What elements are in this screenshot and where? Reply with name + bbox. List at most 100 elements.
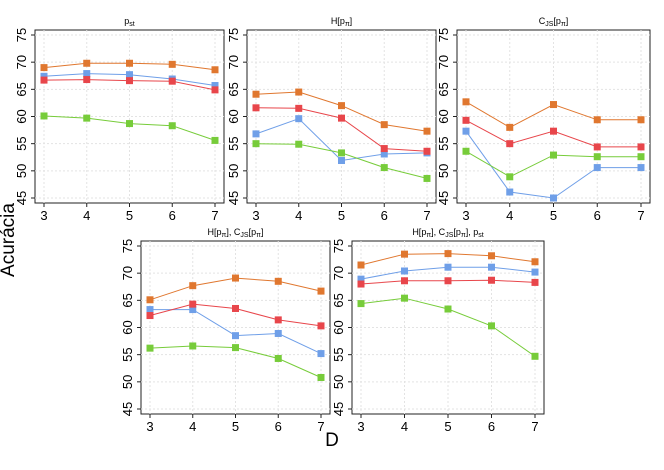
data-point bbox=[83, 76, 91, 84]
data-point bbox=[252, 90, 260, 98]
y-tick-label: 65 bbox=[14, 82, 29, 96]
data-point bbox=[593, 164, 601, 172]
panel-title-part: [p bbox=[249, 227, 257, 237]
y-tick-label: 50 bbox=[14, 164, 29, 178]
data-point bbox=[83, 59, 91, 67]
y-tick-label: 50 bbox=[331, 375, 346, 389]
data-point bbox=[317, 350, 325, 358]
y-tick-label: 45 bbox=[436, 191, 451, 205]
panel-title-subscript: JS bbox=[240, 232, 249, 239]
data-point bbox=[401, 250, 408, 258]
series-4 bbox=[357, 294, 539, 360]
y-tick-label: 55 bbox=[226, 136, 241, 150]
data-point bbox=[146, 344, 154, 352]
data-point bbox=[146, 306, 154, 314]
data-point bbox=[232, 332, 239, 340]
data-point bbox=[40, 76, 48, 84]
series-3 bbox=[40, 76, 219, 94]
panel-title: H[pπ], CJS[pπ], pst bbox=[412, 227, 483, 239]
y-tick-label: 75 bbox=[120, 239, 135, 253]
data-point bbox=[252, 140, 260, 148]
y-tick-label: 75 bbox=[436, 28, 451, 42]
x-tick-label: 5 bbox=[444, 419, 451, 434]
panel-title-part: ] bbox=[350, 16, 353, 26]
series-2 bbox=[146, 306, 325, 358]
panel-title-subscript: π bbox=[222, 232, 227, 239]
series-2 bbox=[357, 263, 539, 283]
data-point bbox=[462, 116, 470, 124]
y-tick-label: 50 bbox=[120, 375, 135, 389]
y-tick-label: 50 bbox=[226, 164, 241, 178]
data-point bbox=[423, 174, 431, 182]
y-tick-label: 60 bbox=[331, 320, 346, 334]
x-tick-label: 7 bbox=[423, 208, 430, 223]
panel-title-subscript: π bbox=[461, 232, 466, 239]
data-point bbox=[295, 88, 303, 96]
x-tick-label: 3 bbox=[146, 419, 153, 434]
data-point bbox=[189, 306, 197, 314]
data-point bbox=[252, 104, 260, 112]
panel-title-subscript: π bbox=[426, 232, 431, 239]
x-tick-label: 3 bbox=[40, 208, 47, 223]
series-1 bbox=[357, 250, 539, 269]
x-tick-label: 6 bbox=[594, 208, 601, 223]
panel-title-part: ], p bbox=[466, 227, 479, 237]
panel-title-part: ] bbox=[261, 227, 264, 237]
panel-title-subscript: JS bbox=[445, 232, 454, 239]
panel-title-subscript: st bbox=[478, 232, 484, 239]
series-3 bbox=[252, 104, 431, 155]
y-tick-label: 75 bbox=[226, 28, 241, 42]
data-point bbox=[637, 143, 645, 151]
data-point bbox=[211, 86, 219, 94]
panel-title-part: H[p bbox=[412, 227, 426, 237]
data-point bbox=[550, 194, 557, 202]
data-point bbox=[444, 263, 452, 271]
data-point bbox=[232, 344, 239, 352]
data-point bbox=[252, 130, 260, 138]
series-1 bbox=[462, 98, 645, 131]
data-point bbox=[488, 263, 495, 271]
y-tick-label: 65 bbox=[120, 293, 135, 307]
data-point bbox=[357, 300, 365, 308]
data-point bbox=[401, 294, 408, 302]
y-tick-label: 65 bbox=[436, 82, 451, 96]
data-point bbox=[189, 300, 197, 308]
y-tick-label: 60 bbox=[120, 320, 135, 334]
data-point bbox=[274, 329, 282, 337]
data-point bbox=[506, 123, 514, 131]
data-point bbox=[338, 157, 345, 165]
x-tick-label: 6 bbox=[488, 419, 495, 434]
data-point bbox=[637, 164, 645, 172]
data-point bbox=[189, 282, 197, 290]
panel-title-part: [p bbox=[553, 16, 561, 26]
x-tick-label: 5 bbox=[126, 208, 133, 223]
data-point bbox=[40, 64, 48, 72]
panel-title-part: H[p bbox=[331, 16, 345, 26]
y-tick-label: 65 bbox=[331, 293, 346, 307]
data-point bbox=[295, 104, 303, 112]
data-point bbox=[40, 112, 48, 120]
data-point bbox=[168, 122, 176, 130]
y-tick-label: 75 bbox=[14, 28, 29, 42]
data-point bbox=[338, 149, 345, 157]
series-3 bbox=[146, 300, 325, 330]
panel-title-subscript: π bbox=[561, 21, 566, 28]
y-axis-label: Acurácia bbox=[0, 203, 19, 277]
x-tick-label: 3 bbox=[462, 208, 469, 223]
data-point bbox=[83, 114, 91, 122]
data-point bbox=[317, 373, 325, 381]
panel-title: pst bbox=[124, 16, 135, 28]
data-point bbox=[593, 143, 601, 151]
y-tick-label: 60 bbox=[14, 109, 29, 123]
y-tick-label: 45 bbox=[226, 191, 241, 205]
data-point bbox=[593, 116, 601, 124]
y-tick-label: 55 bbox=[120, 347, 135, 361]
data-point bbox=[211, 136, 219, 144]
data-point bbox=[401, 267, 408, 275]
y-tick-label: 60 bbox=[436, 109, 451, 123]
y-tick-label: 45 bbox=[14, 191, 29, 205]
data-point bbox=[488, 276, 495, 284]
